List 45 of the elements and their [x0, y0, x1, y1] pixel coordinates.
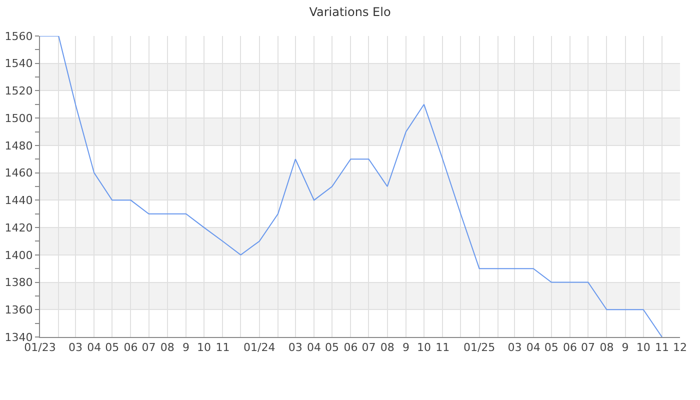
x-tick-label: 05: [325, 341, 340, 354]
x-tick-label: 04: [307, 341, 322, 354]
y-tick-label: 1400: [4, 248, 33, 262]
x-tick-label: 08: [380, 341, 394, 354]
x-tick-label: 05: [544, 341, 558, 354]
line-series: [40, 36, 662, 337]
x-tick-label: 07: [142, 341, 156, 354]
y-tick-label: 1420: [4, 221, 33, 234]
x-tick-label: 01/24: [243, 341, 276, 354]
y-tick-label: 1380: [4, 276, 33, 290]
x-tick-label: 01/23: [24, 341, 56, 354]
x-tick-label: 01/25: [463, 341, 496, 354]
x-tick-label: 07: [362, 341, 376, 354]
x-tick-label: 11: [654, 341, 669, 354]
y-tick-label: 1340: [4, 330, 33, 344]
y-tick-label: 1480: [4, 139, 33, 152]
y-tick-label: 1540: [4, 57, 33, 70]
x-tick-label: 10: [636, 341, 650, 354]
x-tick-label: 11: [436, 341, 450, 354]
x-tick-label: 9: [622, 341, 629, 354]
x-tick-label: 10: [417, 341, 431, 354]
y-tick-label: 1500: [4, 112, 33, 125]
x-tick-label: 08: [600, 341, 614, 354]
x-tick-label: 05: [105, 341, 120, 354]
y-tick-label: 1440: [4, 194, 33, 208]
x-tick-label: 06: [124, 341, 138, 354]
x-tick-label: 06: [344, 341, 358, 354]
x-tick-label: 04: [526, 341, 540, 354]
x-tick-label: 03: [68, 341, 82, 354]
x-tick-label: 03: [508, 341, 522, 354]
x-tick-label: 06: [563, 341, 578, 354]
y-tick-label: 1520: [4, 84, 33, 98]
x-tick-label: 04: [87, 341, 102, 354]
x-tick-label: 9: [182, 341, 190, 354]
x-tick-label: 08: [160, 341, 174, 354]
x-tick-label: 10: [197, 341, 212, 354]
chart-title: Variations Elo: [309, 5, 391, 20]
x-tick-label: 03: [288, 341, 302, 354]
x-tick-label: 12: [673, 341, 687, 354]
y-tick-label: 1360: [4, 303, 33, 316]
y-tick-label: 1560: [4, 30, 33, 43]
x-tick-label: 11: [216, 341, 230, 354]
y-tick-label: 1460: [4, 166, 33, 180]
x-tick-label: 07: [581, 341, 596, 354]
x-tick-label: 9: [402, 341, 410, 354]
